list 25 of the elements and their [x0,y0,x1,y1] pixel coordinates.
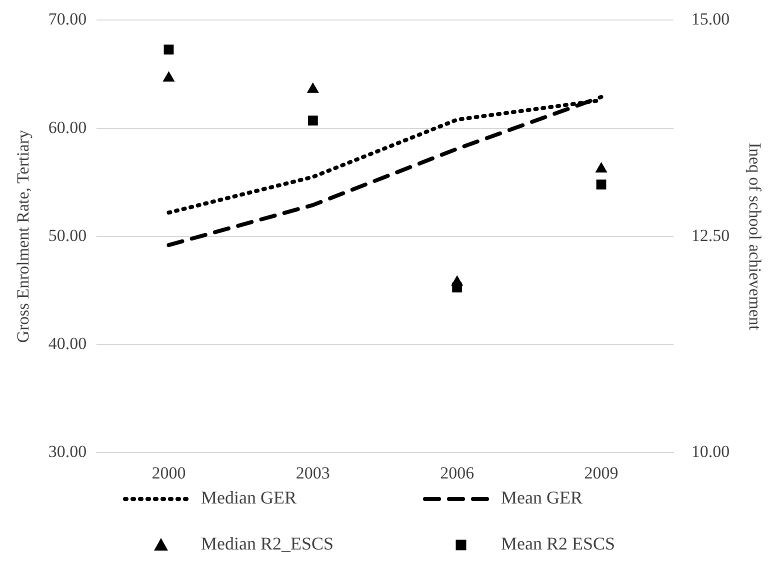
y-tick-label: 40.00 [48,334,87,353]
y-tick-label: 60.00 [48,118,87,137]
y2-tick-label: 10.00 [691,442,730,462]
line-series [166,94,604,248]
point [162,71,175,82]
point [306,82,319,93]
y-tick-label: 70.00 [48,10,87,29]
legend-label: Median R2_ESCS [201,534,334,554]
point [451,275,464,286]
y2-axis-title: Ineq of school achievement [745,142,764,330]
legend-label: Median GER [201,488,296,508]
x-tick-label: 2009 [584,463,618,482]
x-tick-label: 2006 [440,463,474,482]
y2-tick-label: 12.50 [691,226,730,245]
y-axis-title: Gross Enrolment Rate, Tertiary [14,129,33,343]
point [596,180,606,190]
point [308,116,318,126]
legend-label: Mean GER [501,488,582,508]
y-tick-label: 50.00 [48,226,87,245]
legend-label: Mean R2 ESCS [501,534,616,554]
y2-tick-label: 15.00 [691,10,730,29]
x-tick-label: 2000 [152,463,186,482]
y-tick-label: 30.00 [48,442,87,462]
point [595,162,608,172]
x-tick-label: 2003 [296,463,330,482]
